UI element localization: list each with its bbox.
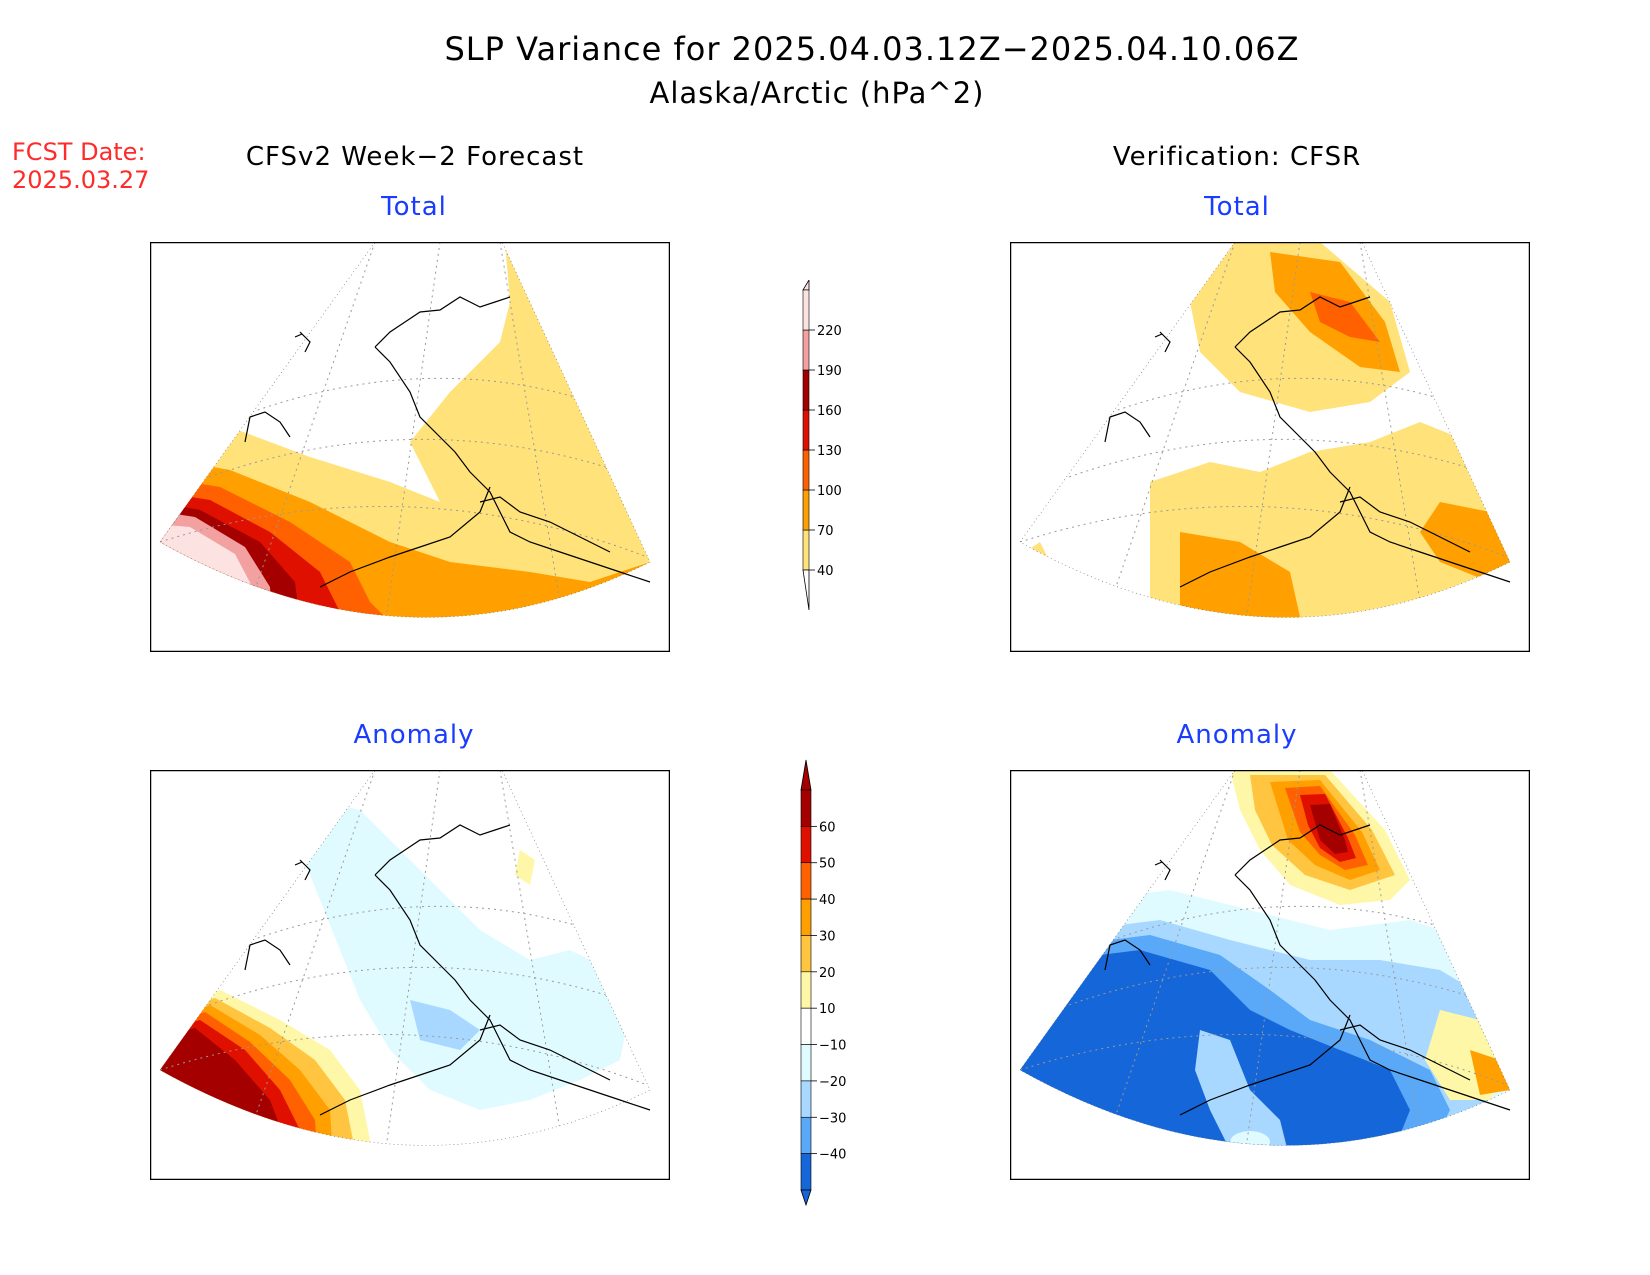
colorbar-total-swatch bbox=[802, 289, 810, 331]
figure-subtitle: Alaska/Arctic (hPa^2) bbox=[649, 76, 985, 110]
colorbar-anomaly-label: −40 bbox=[819, 1148, 846, 1163]
colorbar-anomaly-swatch bbox=[800, 1044, 812, 1082]
panel-label-forecast-total: Total bbox=[381, 192, 447, 222]
colorbar-total-label: 190 bbox=[817, 364, 842, 379]
colorbar-anomaly-swatch bbox=[800, 1116, 812, 1154]
colorbar-total-swatch bbox=[802, 449, 810, 491]
map-frame bbox=[150, 770, 670, 1180]
colorbar-anomaly-swatch bbox=[800, 862, 812, 900]
forecast-column-header: CFSv2 Week−2 Forecast bbox=[245, 142, 585, 172]
coastline bbox=[1104, 824, 1511, 1116]
map-frame bbox=[1010, 770, 1530, 1180]
map-verification-anomaly bbox=[1010, 770, 1530, 1180]
map-verification-total bbox=[1010, 242, 1530, 652]
colorbar-total-label: 220 bbox=[817, 324, 842, 339]
colorbar-anomaly-swatch bbox=[800, 1080, 812, 1118]
colorbar-anomaly-swatch bbox=[800, 1007, 812, 1045]
panel-label-verification-total: Total bbox=[1204, 192, 1270, 222]
colorbar-total-swatch bbox=[802, 369, 810, 411]
colorbar-total-label: 160 bbox=[817, 404, 842, 419]
domain-edge bbox=[1019, 770, 1511, 1146]
colorbar-anomaly-label: −30 bbox=[819, 1111, 846, 1126]
colorbar-total-label: 130 bbox=[817, 444, 842, 459]
coastline bbox=[1104, 296, 1511, 588]
map-forecast-total bbox=[150, 242, 670, 652]
coastline bbox=[244, 296, 651, 588]
colorbar-anomaly-label: 20 bbox=[819, 966, 836, 981]
coastline bbox=[244, 824, 651, 1116]
colorbar-anomaly-swatch bbox=[800, 898, 812, 936]
colorbar-anomaly-swatch bbox=[800, 971, 812, 1009]
colorbar-anomaly-labels: 60 50 40 30 20 10 −10 −20 −30 −40 bbox=[811, 820, 846, 1163]
colorbar-anomaly-swatch bbox=[800, 935, 812, 973]
colorbar-total-label: 40 bbox=[817, 564, 834, 579]
map-frame bbox=[150, 242, 670, 652]
colorbar-anomaly-top-arrow bbox=[800, 759, 812, 791]
domain-edge bbox=[159, 242, 651, 618]
colorbar-total-bottom-arrow bbox=[802, 569, 810, 610]
colorbar-anomaly-label: 40 bbox=[819, 893, 836, 908]
colorbar-total-swatch bbox=[802, 529, 810, 571]
colorbar-anomaly-boxes bbox=[800, 789, 812, 1191]
colorbar-anomaly-label: −20 bbox=[819, 1075, 846, 1090]
forecast-date-value: 2025.03.27 bbox=[12, 166, 150, 194]
map-frame bbox=[1010, 242, 1530, 652]
domain-edge bbox=[1019, 242, 1511, 618]
colorbar-total-label: 70 bbox=[817, 524, 834, 539]
forecast-date-label: FCST Date: bbox=[12, 138, 146, 166]
colorbar-anomaly-label: 10 bbox=[819, 1002, 836, 1017]
colorbar-total: 40 70 100 130 160 190 220 bbox=[802, 280, 842, 610]
figure-title: SLP Variance for 2025.04.03.12Z−2025.04.… bbox=[444, 30, 1300, 68]
colorbar-anomaly-swatch bbox=[800, 1153, 812, 1191]
panel-label-forecast-anomaly: Anomaly bbox=[353, 720, 475, 750]
verification-column-header: Verification: CFSR bbox=[1112, 142, 1362, 172]
colorbar-total-swatch bbox=[802, 329, 810, 371]
colorbar-anomaly-label: 60 bbox=[819, 820, 836, 835]
colorbar-anomaly-label: 30 bbox=[819, 929, 836, 944]
colorbar-anomaly: 60 50 40 30 20 10 −10 −20 −30 −40 bbox=[800, 759, 846, 1207]
domain-edge bbox=[159, 770, 651, 1146]
colorbar-total-label: 100 bbox=[817, 484, 842, 499]
colorbar-anomaly-swatch bbox=[800, 789, 812, 827]
colorbar-anomaly-bottom-arrow bbox=[800, 1189, 812, 1207]
colorbar-anomaly-label: −10 bbox=[819, 1039, 846, 1054]
colorbar-total-labels: 40 70 100 130 160 190 220 bbox=[809, 324, 842, 579]
colorbar-total-swatch bbox=[802, 489, 810, 531]
forecast-date: FCST Date: 2025.03.27 bbox=[12, 138, 149, 194]
colorbar-anomaly-swatch bbox=[800, 826, 812, 864]
colorbar-total-swatch bbox=[802, 409, 810, 451]
map-forecast-anomaly bbox=[150, 770, 670, 1180]
panel-label-verification-anomaly: Anomaly bbox=[1176, 720, 1298, 750]
colorbar-anomaly-label: 50 bbox=[819, 857, 836, 872]
colorbar-total-boxes bbox=[802, 289, 810, 571]
colorbar-total-top-arrow bbox=[802, 280, 810, 291]
